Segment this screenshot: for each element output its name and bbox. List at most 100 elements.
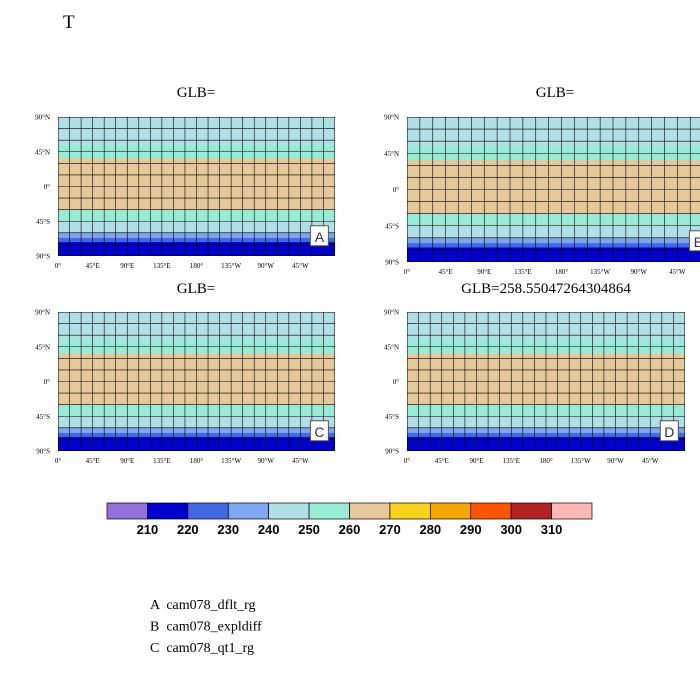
lon-label: 90°E — [120, 457, 134, 465]
colorbar-box — [389, 502, 431, 520]
lon-label: 45°E — [439, 268, 453, 276]
colorbar-box — [429, 502, 472, 520]
colorbar-box — [308, 502, 350, 520]
lon-label: 0° — [55, 457, 62, 465]
lat-label: 90°N — [384, 309, 399, 317]
lon-label: 45°E — [86, 262, 100, 270]
colorbar-box — [187, 502, 229, 520]
legend-entry: C cam078_qt1_rg — [150, 641, 254, 656]
lon-label: 0° — [404, 457, 411, 465]
colorbar-box — [268, 502, 310, 520]
lat-label: 45°N — [384, 343, 399, 351]
temperature-band — [407, 117, 700, 147]
lon-label: 180° — [190, 262, 204, 270]
colorbar-label: 270 — [379, 522, 401, 537]
lon-label: 135°E — [153, 262, 171, 270]
lon-label: 135°W — [221, 262, 241, 270]
lat-label: 90°N — [35, 309, 50, 317]
lat-label: 90°N — [35, 114, 50, 122]
lon-label: 0° — [404, 268, 411, 276]
lat-label: 45°S — [385, 413, 399, 421]
colorbar-box — [106, 502, 148, 520]
lon-label: 90°E — [477, 268, 491, 276]
lat-label: 90°S — [36, 448, 50, 456]
colorbar-label: 230 — [217, 522, 239, 537]
panel-label: A — [315, 229, 325, 245]
lon-label: 90°W — [631, 268, 648, 276]
lat-label: 0° — [44, 378, 51, 386]
lat-label: 90°S — [385, 448, 399, 456]
lat-label: 45°N — [35, 343, 50, 351]
legend-entry: A cam078_dflt_rg — [150, 598, 256, 613]
panel-label-box — [659, 420, 679, 442]
colorbar-label: 280 — [419, 522, 441, 537]
panel-title: GLB= — [177, 281, 215, 297]
lat-label: 90°S — [36, 253, 50, 261]
colorbar-box — [510, 502, 552, 520]
map: A — [58, 117, 335, 256]
legend-entry: B cam078_expldiff — [150, 620, 262, 635]
lat-label: 90°N — [384, 114, 399, 122]
lon-label: 135°W — [221, 457, 241, 465]
map: B — [407, 117, 700, 262]
lon-label: 180° — [555, 268, 569, 276]
lon-label: 90°W — [607, 457, 624, 465]
lon-label: 135°E — [153, 457, 171, 465]
colorbar-label: 260 — [339, 522, 361, 537]
lon-label: 135°E — [502, 457, 520, 465]
map: D — [407, 312, 685, 451]
lon-label: 135°E — [514, 268, 532, 276]
panel-label-box — [688, 230, 700, 252]
lon-label: 90°W — [258, 457, 275, 465]
colorbar-box — [470, 502, 512, 520]
panel-label: C — [314, 424, 324, 440]
panel-label-box — [309, 420, 329, 442]
colorbar-box — [551, 502, 593, 520]
temperature-band — [407, 160, 700, 215]
lon-label: 45°W — [669, 268, 686, 276]
panel-title: GLB=258.55047264304864 — [461, 281, 631, 297]
lon-label: 90°E — [120, 262, 134, 270]
lat-label: 0° — [44, 183, 51, 191]
panel-title: GLB= — [536, 85, 574, 101]
colorbar-box — [227, 502, 270, 520]
temperature-band — [407, 247, 700, 262]
lon-label: 45°W — [292, 262, 309, 270]
lon-label: 180° — [539, 457, 553, 465]
figure-title: T — [63, 12, 75, 33]
panel-label-box — [309, 225, 329, 247]
lon-label: 45°E — [86, 457, 100, 465]
colorbar-label: 210 — [137, 522, 159, 537]
lat-label: 90°S — [385, 259, 399, 267]
colorbar-label: 250 — [298, 522, 320, 537]
panel-label: B — [694, 234, 700, 250]
temperature-band — [407, 225, 700, 238]
colorbar-label: 310 — [541, 522, 563, 537]
lon-label: 135°W — [571, 457, 591, 465]
lon-label: 45°W — [292, 457, 309, 465]
colorbar-label: 240 — [258, 522, 280, 537]
lat-label: 45°S — [36, 413, 50, 421]
lat-label: 45°N — [35, 148, 50, 156]
colorbar-box — [147, 502, 189, 520]
colorbar-label: 290 — [460, 522, 482, 537]
temperature-band — [407, 214, 700, 227]
lon-label: 135°W — [590, 268, 610, 276]
lon-label: 0° — [55, 262, 62, 270]
lon-label: 90°W — [258, 262, 275, 270]
temperature-band — [407, 243, 700, 248]
panel-title: GLB= — [177, 85, 215, 101]
panel-label: D — [664, 424, 674, 440]
colorbar-label: 220 — [177, 522, 199, 537]
lat-label: 0° — [393, 378, 400, 386]
lat-label: 45°N — [384, 150, 399, 158]
lon-label: 45°W — [642, 457, 659, 465]
lon-label: 45°E — [435, 457, 449, 465]
lat-label: 0° — [393, 186, 400, 194]
temperature-band — [407, 237, 700, 244]
lat-label: 45°S — [385, 222, 399, 230]
lat-label: 45°S — [36, 218, 50, 226]
map: C — [58, 312, 335, 451]
lon-label: 180° — [190, 457, 204, 465]
